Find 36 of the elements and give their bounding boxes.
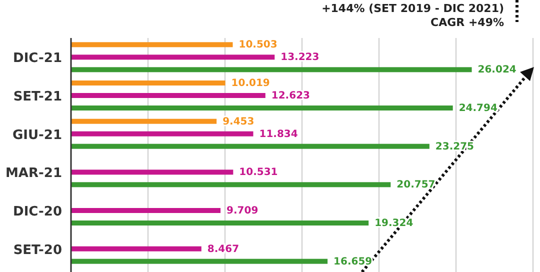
bar [71,182,391,188]
data-label: 8.467 [207,244,240,255]
text: +144% (SET 2019 - DIC 2021) [322,2,504,15]
data-label: 13.223 [280,52,320,64]
bar [71,93,266,98]
data-label: 11.834 [259,128,298,140]
bar [71,144,430,149]
data-label: 16.659 [334,256,372,268]
y-tick-label: SET-21 [13,90,62,104]
bar [71,54,275,60]
y-tick-label: MAR-21 [6,166,62,182]
bar [71,170,234,175]
bar [71,42,233,48]
bar [71,258,328,264]
data-label: 10.503 [238,40,278,51]
bar [71,131,254,136]
y-tick-label: GIU-21 [12,128,62,143]
bar [71,106,453,110]
bar [71,220,369,226]
data-label: 9.453 [222,116,254,128]
y-tick-label: DIC-20 [13,204,62,220]
data-label: 26.024 [478,64,516,76]
bar [71,118,217,124]
data-label: 10.019 [231,78,270,89]
y-tick-label: SET-20 [13,242,62,258]
y-tick-label: DIC-21 [13,51,62,66]
bar [71,246,202,252]
bar [71,208,221,213]
data-label: 9.709 [226,206,258,216]
bar [71,80,226,86]
data-label: 24.794 [458,103,498,114]
data-label: 20.757 [396,180,436,191]
text: CAGR +49% [430,16,504,29]
data-label: 10.531 [239,167,278,178]
bar [71,67,472,72]
data-label: 12.623 [271,90,310,102]
